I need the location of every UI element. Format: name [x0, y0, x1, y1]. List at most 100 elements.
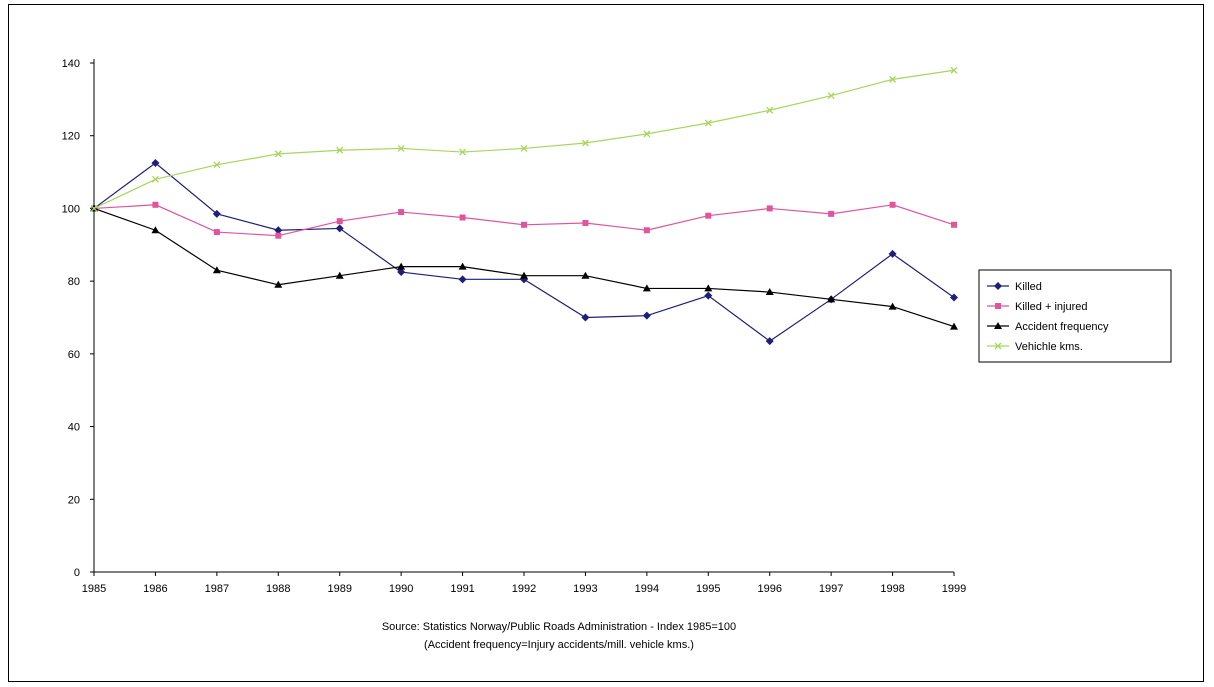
data-point: [643, 227, 650, 234]
data-point: [212, 266, 221, 274]
x-tick-label: 1993: [573, 583, 597, 595]
series-accident-frequency: [90, 204, 958, 330]
x-tick-label: 1988: [266, 583, 290, 595]
series-line: [93, 204, 955, 237]
data-point: [704, 291, 713, 300]
x-tick-label: 1985: [82, 583, 106, 595]
data-point: [705, 212, 712, 219]
legend-entry-label: Vehichle kms.: [1015, 341, 1083, 353]
data-point: [335, 271, 344, 279]
x-tick-label: 1996: [757, 583, 781, 595]
x-tick-label: 1986: [143, 583, 167, 595]
data-point: [765, 288, 774, 296]
data-point: [888, 249, 897, 258]
y-tick-label: 120: [62, 131, 80, 143]
series-group: [90, 66, 958, 346]
data-point: [581, 139, 589, 147]
x-tick-label: 1992: [512, 583, 536, 595]
data-point: [765, 337, 774, 346]
data-point: [459, 148, 467, 156]
x-tick-label: 1990: [389, 583, 413, 595]
legend-entry-label: Accident frequency: [1015, 321, 1109, 333]
data-point: [151, 175, 159, 183]
data-point: [151, 158, 160, 167]
x-axis-ticks: 1985 1986 1987 1988 1989 1990 1991 1992 1993 1994…: [82, 572, 966, 595]
x-tick-label: 1987: [205, 583, 229, 595]
data-point: [212, 209, 221, 218]
data-point: [950, 293, 958, 302]
x-tick-label: 1991: [450, 583, 474, 595]
data-point: [275, 232, 282, 239]
y-tick-label: 80: [68, 276, 80, 288]
legend-entry-label: Killed + injured: [1015, 301, 1087, 313]
data-point: [582, 219, 589, 226]
data-point: [213, 161, 221, 169]
data-point: [151, 226, 160, 234]
data-point: [766, 205, 773, 212]
data-point: [90, 204, 98, 212]
data-point: [766, 106, 774, 114]
data-point: [274, 226, 283, 235]
y-tick-label: 20: [68, 494, 80, 506]
legend-box: [978, 269, 1172, 363]
data-point: [889, 75, 897, 83]
y-tick-label: 60: [68, 349, 80, 361]
x-tick-label: 1994: [635, 583, 659, 595]
y-tick-label: 140: [62, 58, 80, 70]
series-killed-injured: [91, 201, 957, 239]
legend: Killed Killed + injured Accident frequency…: [978, 269, 1172, 363]
data-point: [520, 144, 528, 152]
data-point: [888, 302, 897, 310]
data-point: [581, 271, 590, 279]
axes: [93, 59, 954, 573]
data-point: [520, 271, 528, 279]
x-tick-label: 1998: [880, 583, 904, 595]
data-point: [336, 218, 343, 225]
series-killed: [90, 158, 958, 346]
legend-entry-label: Killed: [1015, 281, 1042, 293]
data-point: [152, 201, 159, 208]
legend-swatch-marker: [994, 322, 1002, 329]
data-point: [397, 262, 406, 270]
caption-source: Source: Statistics Norway/Public Roads A…: [381, 621, 737, 633]
data-point: [459, 214, 466, 221]
caption-note: (Accident frequency=Injury accidents/mil…: [424, 639, 694, 651]
data-point: [521, 221, 527, 228]
data-point: [643, 130, 651, 138]
data-point: [274, 280, 283, 288]
y-tick-label: 40: [68, 422, 80, 434]
x-tick-label: 1989: [327, 583, 351, 595]
x-tick-label: 1999: [942, 583, 966, 595]
series-vehichle-kms: [90, 66, 958, 212]
data-point: [827, 295, 836, 303]
data-point: [704, 119, 712, 127]
data-point: [398, 209, 405, 216]
series-line: [93, 162, 955, 342]
legend-swatch-marker: [994, 342, 1002, 350]
y-axis-ticks: 0 20 40 60 80 100 120 140: [62, 58, 94, 579]
y-tick-label: 100: [62, 203, 80, 215]
data-point: [704, 284, 713, 292]
y-tick-label: 0: [74, 567, 80, 579]
legend-swatch-marker: [994, 282, 1002, 290]
data-point: [274, 150, 282, 158]
data-point: [889, 201, 896, 208]
data-point: [950, 66, 958, 74]
data-point: [950, 322, 958, 330]
data-point: [827, 92, 835, 100]
data-point: [335, 224, 344, 233]
data-point: [951, 221, 957, 228]
chart-frame: 0 20 40 60 80 100 120 140 1985 1986 1987 1988 1989 1…: [8, 4, 1204, 682]
legend-swatch-marker: [995, 303, 1001, 309]
data-point: [458, 275, 467, 284]
data-point: [213, 229, 220, 236]
data-point: [336, 146, 344, 154]
x-tick-label: 1997: [819, 583, 843, 595]
data-point: [397, 268, 406, 277]
data-point: [581, 313, 590, 322]
data-point: [397, 144, 405, 152]
data-point: [642, 311, 651, 320]
data-point: [642, 284, 651, 292]
data-point: [828, 210, 835, 217]
